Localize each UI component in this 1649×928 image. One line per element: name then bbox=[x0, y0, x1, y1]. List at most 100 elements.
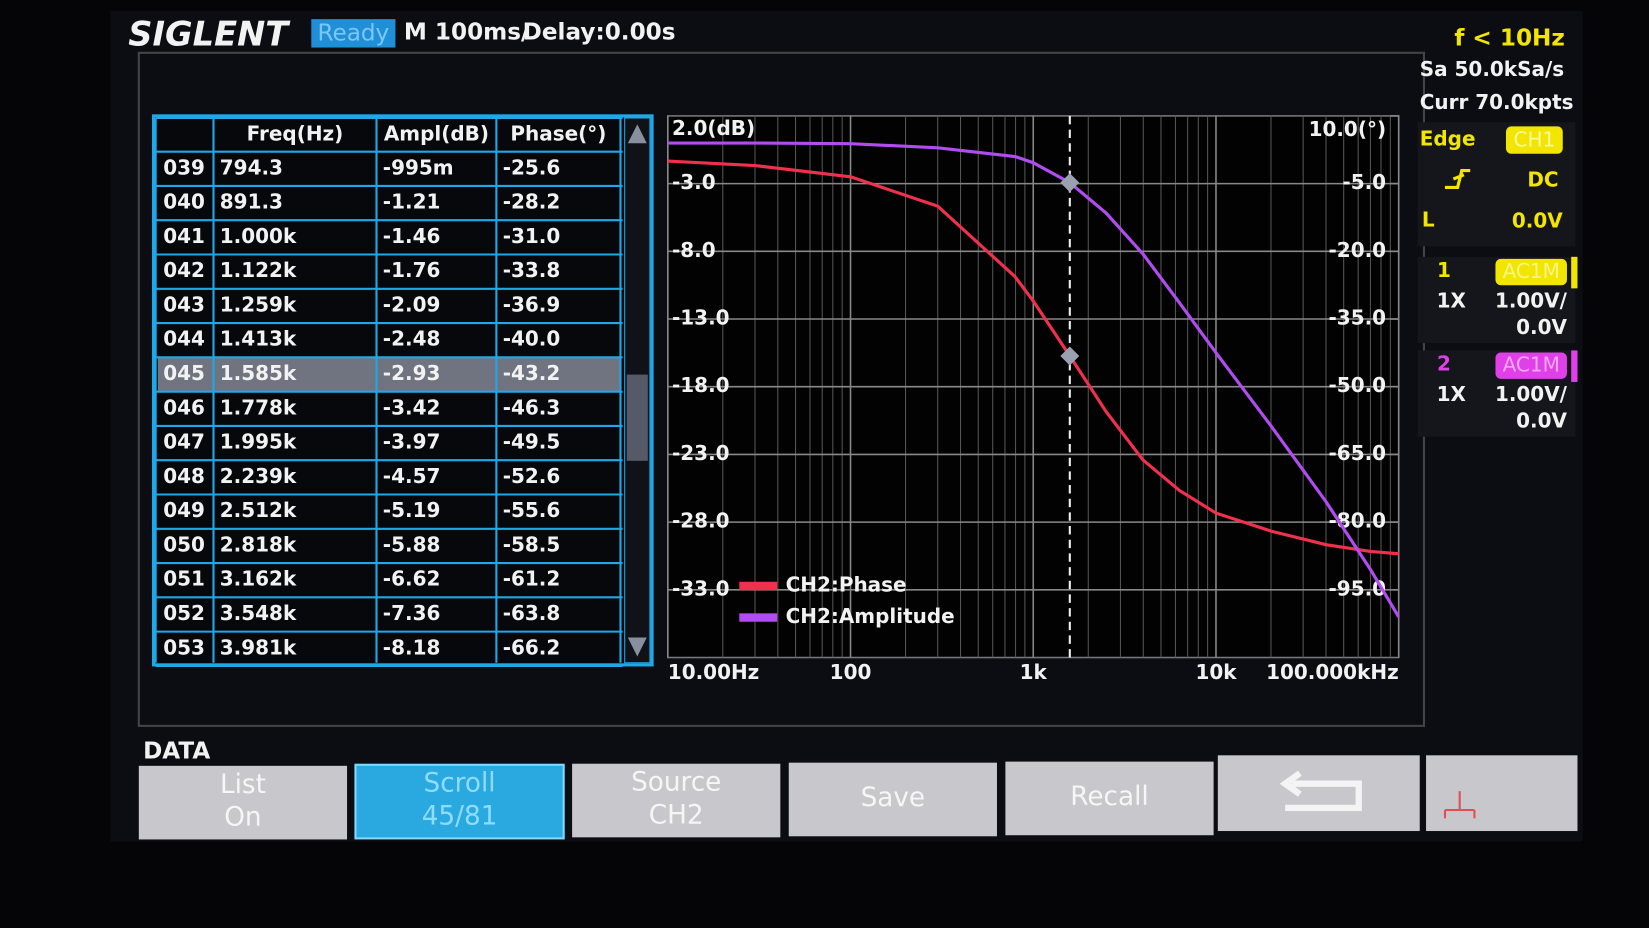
table-cell: 2.818k bbox=[220, 532, 297, 556]
table-cell: 048 bbox=[163, 464, 205, 488]
table-cell: -46.3 bbox=[503, 395, 561, 419]
menu-button-label: List bbox=[220, 770, 266, 800]
table-cell: 1.413k bbox=[220, 327, 297, 351]
selected-row bbox=[157, 357, 621, 392]
table-cell: -40.0 bbox=[503, 327, 561, 351]
table-cell: 2.239k bbox=[220, 464, 297, 488]
table-cell: -1.46 bbox=[383, 224, 441, 248]
table-cell: 1.122k bbox=[220, 258, 297, 282]
menu-button[interactable] bbox=[788, 762, 997, 837]
menu-button[interactable] bbox=[354, 763, 565, 840]
scroll-down[interactable] bbox=[627, 637, 647, 657]
table-cell: -33.8 bbox=[503, 258, 561, 282]
table-cell: 3.548k bbox=[220, 601, 297, 625]
table-cell: -2.09 bbox=[383, 292, 441, 316]
menu-button-label: Scroll bbox=[424, 769, 496, 799]
edge-icon bbox=[1444, 169, 1471, 189]
network-button[interactable] bbox=[1426, 755, 1578, 832]
table-cell: -5.88 bbox=[383, 532, 441, 556]
table-cell: 047 bbox=[163, 430, 205, 454]
y-tick-label: -13.0 bbox=[672, 306, 730, 330]
x-tick-label: 100.000kHz bbox=[1266, 660, 1399, 684]
channel-scale: 1.00V/ bbox=[1495, 289, 1568, 313]
table-cell: 3.981k bbox=[220, 635, 297, 659]
legend-label: CH2:Phase bbox=[786, 572, 907, 596]
channel-bar bbox=[1571, 256, 1578, 289]
table-cell: -5.19 bbox=[383, 498, 441, 522]
table-cell: -8.18 bbox=[383, 635, 441, 659]
table-cell: 3.162k bbox=[220, 567, 297, 591]
table-cell: -995m bbox=[383, 155, 454, 179]
channel-number: 1 bbox=[1437, 258, 1451, 282]
table-cell: -61.2 bbox=[503, 567, 561, 591]
menu-button-label: 45/81 bbox=[422, 801, 498, 831]
trigger-level: 0.0V bbox=[1512, 209, 1563, 233]
series-line bbox=[667, 141, 1401, 618]
channel-number: 2 bbox=[1437, 352, 1451, 376]
y2-tick-label: -20.0 bbox=[1329, 238, 1387, 262]
brand: SIGLENT bbox=[128, 14, 291, 53]
network-icon bbox=[1443, 791, 1476, 819]
table-cell: 039 bbox=[163, 155, 205, 179]
table-cell: 1.000k bbox=[220, 224, 297, 248]
y-tick-label: -28.0 bbox=[672, 509, 730, 533]
legend-swatch bbox=[739, 613, 778, 622]
menu-button-label: On bbox=[224, 802, 261, 832]
x-tick-label: 10.00Hz bbox=[668, 660, 760, 684]
table-cell: 2.512k bbox=[220, 498, 297, 522]
channel-coupling-box bbox=[1495, 352, 1567, 379]
x-tick-label: 10k bbox=[1195, 660, 1237, 684]
legend-swatch bbox=[739, 581, 778, 591]
table-header: Phase(°) bbox=[510, 121, 606, 145]
channel-probe: 1X bbox=[1437, 289, 1466, 313]
y2-tick-label: -35.0 bbox=[1329, 306, 1387, 330]
menu-button-label: Save bbox=[861, 783, 926, 813]
table-cell: -7.36 bbox=[383, 601, 441, 625]
status: Ready bbox=[317, 20, 389, 46]
table-cell: -55.6 bbox=[503, 498, 561, 522]
channel-probe: 1X bbox=[1437, 382, 1466, 406]
table-cell: 1.585k bbox=[220, 361, 297, 385]
table-cell: -6.62 bbox=[383, 567, 441, 591]
table-cell: 049 bbox=[163, 498, 205, 522]
timebase: M 100ms/ bbox=[404, 19, 530, 45]
x-tick-label: 100 bbox=[830, 660, 872, 684]
table-cell: 1.259k bbox=[220, 292, 297, 316]
table-cell: 050 bbox=[163, 532, 205, 556]
channel-scale: 1.00V/ bbox=[1495, 382, 1568, 406]
table-cell: 045 bbox=[163, 361, 205, 385]
menu-button[interactable] bbox=[138, 765, 348, 840]
trigger-source-box bbox=[1505, 126, 1563, 154]
menu-button[interactable] bbox=[572, 763, 781, 838]
menu-button-label: Source bbox=[631, 768, 721, 798]
table-header: Freq(Hz) bbox=[247, 121, 344, 145]
y-tick-label: -3.0 bbox=[672, 170, 716, 194]
table-cell: -1.21 bbox=[383, 190, 441, 214]
table-cell: 042 bbox=[163, 258, 205, 282]
y-tick-label: -23.0 bbox=[672, 441, 730, 465]
trigger-coupling: DC bbox=[1527, 168, 1558, 192]
scroll-up[interactable] bbox=[627, 124, 647, 144]
trigger-type: Edge bbox=[1420, 127, 1476, 151]
table-cell: 1.778k bbox=[220, 395, 297, 419]
y-tick-label: -18.0 bbox=[672, 373, 730, 397]
channel-offset: 0.0V bbox=[1516, 315, 1567, 339]
table-cell: -63.8 bbox=[503, 601, 561, 625]
table-cell: -49.5 bbox=[503, 430, 561, 454]
table-cell: 891.3 bbox=[220, 190, 283, 214]
table-cell: -1.76 bbox=[383, 258, 441, 282]
table-cell: -25.6 bbox=[503, 155, 561, 179]
sample-rate: Sa 50.0kSa/s bbox=[1420, 57, 1564, 81]
menu-button-label: CH2 bbox=[649, 800, 704, 830]
table-cell: 053 bbox=[163, 635, 205, 659]
y-tick-label: -33.0 bbox=[672, 576, 730, 600]
legend-label: CH2:Amplitude bbox=[786, 604, 955, 628]
x-tick-label: 1k bbox=[1020, 660, 1048, 684]
table-cell: 044 bbox=[163, 327, 205, 351]
y2-tick-label: -5.0 bbox=[1342, 170, 1386, 194]
y-tick-label: -8.0 bbox=[672, 238, 716, 262]
back-button[interactable] bbox=[1217, 755, 1420, 832]
channel-coupling: AC1M bbox=[1503, 353, 1560, 377]
menu-button[interactable] bbox=[1005, 761, 1214, 836]
memory: Curr 70.0kpts bbox=[1420, 90, 1574, 114]
